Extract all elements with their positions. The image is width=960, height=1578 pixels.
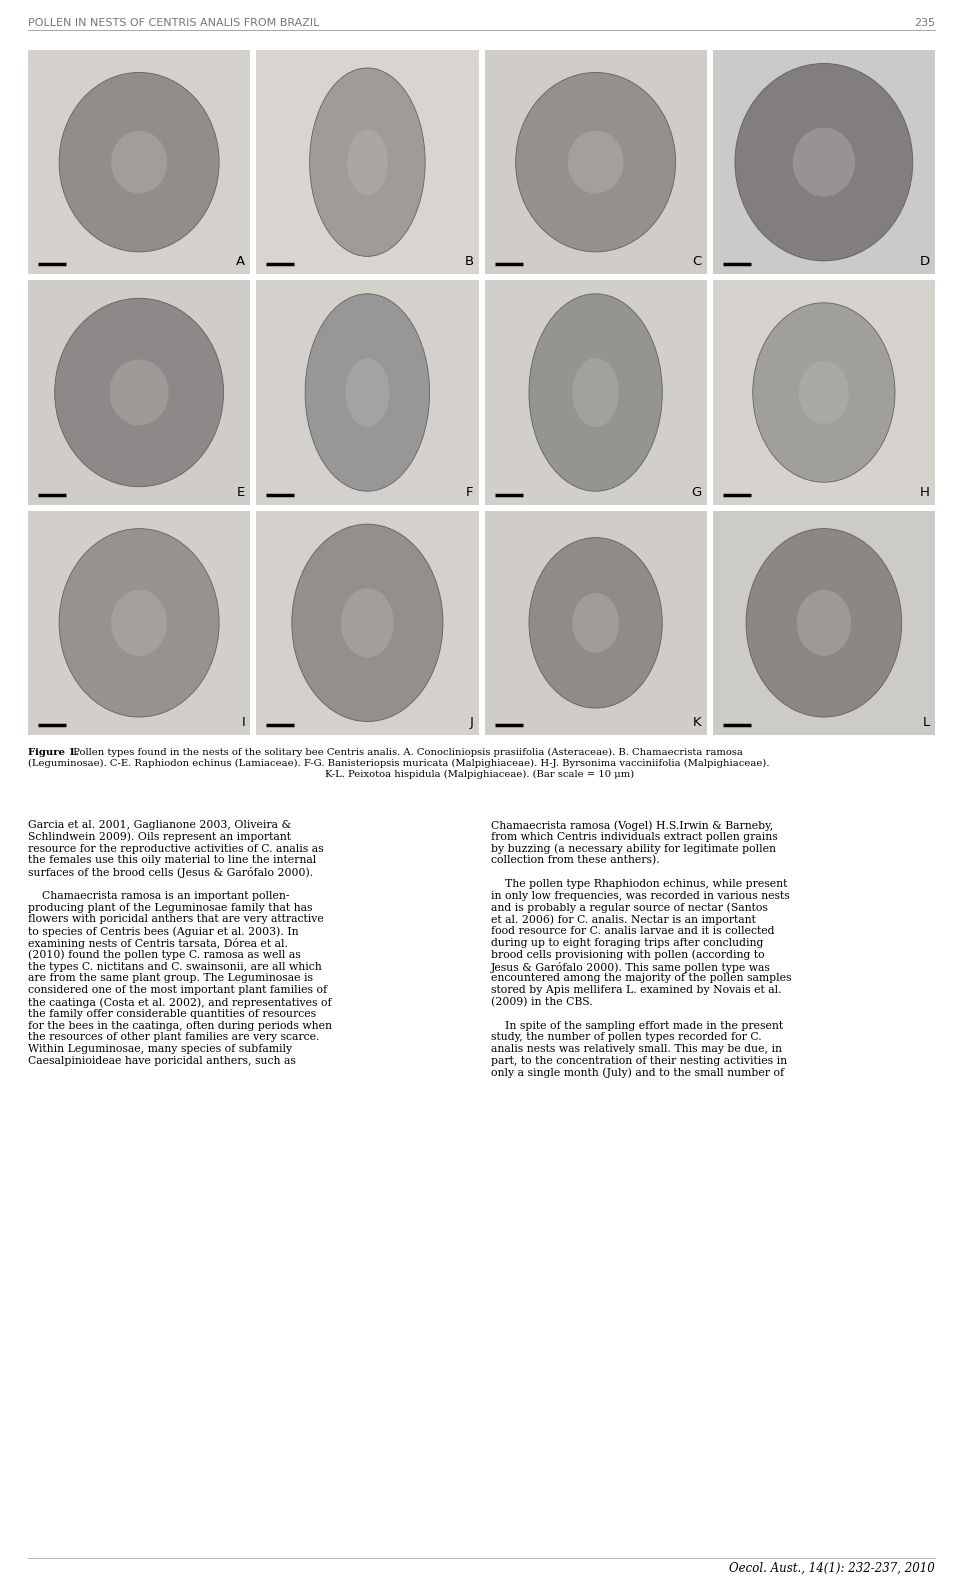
Text: considered one of the most important plant families of: considered one of the most important pla…: [28, 985, 327, 996]
Ellipse shape: [516, 73, 676, 252]
Bar: [256, 50, 478, 275]
Text: B: B: [465, 256, 473, 268]
Text: Garcia et al. 2001, Gaglianone 2003, Oliveira &: Garcia et al. 2001, Gaglianone 2003, Oli…: [28, 821, 291, 830]
Text: Figure 1.: Figure 1.: [28, 748, 79, 757]
Text: resource for the reproductive activities of C. analis as: resource for the reproductive activities…: [28, 844, 324, 854]
Text: POLLEN IN NESTS OF CENTRIS ANALIS FROM BRAZIL: POLLEN IN NESTS OF CENTRIS ANALIS FROM B…: [28, 17, 320, 28]
Text: C: C: [692, 256, 702, 268]
Ellipse shape: [111, 131, 167, 194]
Ellipse shape: [292, 524, 443, 721]
Text: by buzzing (a necessary ability for legitimate pollen: by buzzing (a necessary ability for legi…: [491, 844, 776, 854]
Text: H: H: [920, 486, 930, 499]
Text: I: I: [242, 716, 245, 729]
Bar: [28, 511, 251, 735]
Ellipse shape: [60, 73, 219, 252]
Text: Chamaecrista ramosa (Vogel) H.S.Irwin & Barneby,: Chamaecrista ramosa (Vogel) H.S.Irwin & …: [491, 821, 773, 830]
Bar: [485, 281, 707, 505]
Text: J: J: [469, 716, 473, 729]
Text: K: K: [693, 716, 702, 729]
Text: F: F: [466, 486, 473, 499]
Text: Schlindwein 2009). Oils represent an important: Schlindwein 2009). Oils represent an imp…: [28, 832, 291, 843]
Bar: [485, 50, 707, 275]
Text: et al. 2006) for C. analis. Nectar is an important: et al. 2006) for C. analis. Nectar is an…: [491, 914, 756, 925]
Text: E: E: [237, 486, 245, 499]
Text: (2009) in the CBS.: (2009) in the CBS.: [491, 997, 592, 1007]
Ellipse shape: [305, 294, 430, 491]
Text: encountered among the majority of the pollen samples: encountered among the majority of the po…: [491, 974, 791, 983]
Ellipse shape: [341, 589, 394, 658]
Ellipse shape: [309, 68, 425, 256]
Ellipse shape: [111, 590, 167, 656]
Text: the resources of other plant families are very scarce.: the resources of other plant families ar…: [28, 1032, 320, 1043]
Text: L: L: [923, 716, 930, 729]
Text: in only low frequencies, was recorded in various nests: in only low frequencies, was recorded in…: [491, 892, 790, 901]
Text: stored by Apis mellifera L. examined by Novais et al.: stored by Apis mellifera L. examined by …: [491, 985, 781, 996]
Text: and is probably a regular source of nectar (Santos: and is probably a regular source of nect…: [491, 903, 768, 914]
Text: K-L. Peixotoa hispidula (Malpighiaceae). (Bar scale = 10 μm): K-L. Peixotoa hispidula (Malpighiaceae).…: [325, 770, 635, 780]
Text: collection from these anthers).: collection from these anthers).: [491, 855, 660, 866]
Text: from which Centris individuals extract pollen grains: from which Centris individuals extract p…: [491, 832, 778, 841]
Text: Chamaecrista ramosa is an important pollen-: Chamaecrista ramosa is an important poll…: [28, 892, 290, 901]
Ellipse shape: [746, 529, 901, 716]
Bar: [256, 281, 478, 505]
Ellipse shape: [799, 361, 849, 424]
Ellipse shape: [572, 593, 619, 653]
Text: Within Leguminosae, many species of subfamily: Within Leguminosae, many species of subf…: [28, 1045, 292, 1054]
Text: analis nests was relatively small. This may be due, in: analis nests was relatively small. This …: [491, 1045, 782, 1054]
Text: surfaces of the brood cells (Jesus & Garófalo 2000).: surfaces of the brood cells (Jesus & Gar…: [28, 868, 313, 879]
Bar: [485, 511, 707, 735]
Text: only a single month (July) and to the small number of: only a single month (July) and to the sm…: [491, 1068, 784, 1078]
Text: D: D: [920, 256, 930, 268]
Text: (2010) found the pollen type C. ramosa as well as: (2010) found the pollen type C. ramosa a…: [28, 950, 300, 961]
Ellipse shape: [735, 63, 913, 260]
Ellipse shape: [55, 298, 224, 486]
Text: (Leguminosae). C-E. Raphiodon echinus (Lamiaceae). F-G. Banisteriopsis muricata : (Leguminosae). C-E. Raphiodon echinus (L…: [28, 759, 770, 768]
Ellipse shape: [109, 360, 169, 426]
Text: producing plant of the Leguminosae family that has: producing plant of the Leguminosae famil…: [28, 903, 313, 912]
Bar: [256, 511, 478, 735]
Bar: [712, 281, 935, 505]
Text: to species of Centris bees (Aguiar et al. 2003). In: to species of Centris bees (Aguiar et al…: [28, 926, 299, 937]
Bar: [712, 511, 935, 735]
Ellipse shape: [348, 129, 388, 196]
Ellipse shape: [753, 303, 895, 483]
Text: for the bees in the caatinga, often during periods when: for the bees in the caatinga, often duri…: [28, 1021, 332, 1030]
Text: The pollen type Rhaphiodon echinus, while present: The pollen type Rhaphiodon echinus, whil…: [491, 879, 787, 888]
Bar: [28, 281, 251, 505]
Text: food resource for C. analis larvae and it is collected: food resource for C. analis larvae and i…: [491, 926, 775, 936]
Text: study, the number of pollen types recorded for C.: study, the number of pollen types record…: [491, 1032, 761, 1043]
Text: brood cells provisioning with pollen (according to: brood cells provisioning with pollen (ac…: [491, 950, 764, 961]
Text: Oecol. Aust., 14(1): 232-237, 2010: Oecol. Aust., 14(1): 232-237, 2010: [730, 1562, 935, 1575]
Text: G: G: [691, 486, 702, 499]
Text: the females use this oily material to line the internal: the females use this oily material to li…: [28, 855, 316, 865]
Ellipse shape: [793, 128, 855, 197]
Text: Pollen types found in the nests of the solitary bee Centris analis. A. Conoclini: Pollen types found in the nests of the s…: [70, 748, 743, 757]
Ellipse shape: [346, 358, 389, 428]
Text: during up to eight foraging trips after concluding: during up to eight foraging trips after …: [491, 937, 763, 948]
Text: Caesalpinioideae have poricidal anthers, such as: Caesalpinioideae have poricidal anthers,…: [28, 1056, 296, 1067]
Text: 235: 235: [914, 17, 935, 28]
Text: part, to the concentration of their nesting activities in: part, to the concentration of their nest…: [491, 1056, 787, 1067]
Text: Jesus & Garófalo 2000). This same pollen type was: Jesus & Garófalo 2000). This same pollen…: [491, 961, 771, 972]
Ellipse shape: [797, 590, 852, 656]
Ellipse shape: [572, 358, 619, 428]
Text: are from the same plant group. The Leguminosae is: are from the same plant group. The Legum…: [28, 974, 313, 983]
Text: A: A: [236, 256, 245, 268]
Text: examining nests of Centris tarsata, Dórea et al.: examining nests of Centris tarsata, Dóre…: [28, 937, 288, 948]
Ellipse shape: [567, 131, 624, 194]
Bar: [28, 50, 251, 275]
Ellipse shape: [529, 294, 662, 491]
Text: the types C. nictitans and C. swainsonii, are all which: the types C. nictitans and C. swainsonii…: [28, 961, 322, 972]
Text: In spite of the sampling effort made in the present: In spite of the sampling effort made in …: [491, 1021, 783, 1030]
Text: flowers with poricidal anthers that are very attractive: flowers with poricidal anthers that are …: [28, 914, 324, 925]
Bar: [712, 50, 935, 275]
Text: the caatinga (Costa et al. 2002), and representatives of: the caatinga (Costa et al. 2002), and re…: [28, 997, 331, 1008]
Ellipse shape: [529, 538, 662, 709]
Ellipse shape: [60, 529, 219, 716]
Text: the family offer considerable quantities of resources: the family offer considerable quantities…: [28, 1008, 316, 1019]
